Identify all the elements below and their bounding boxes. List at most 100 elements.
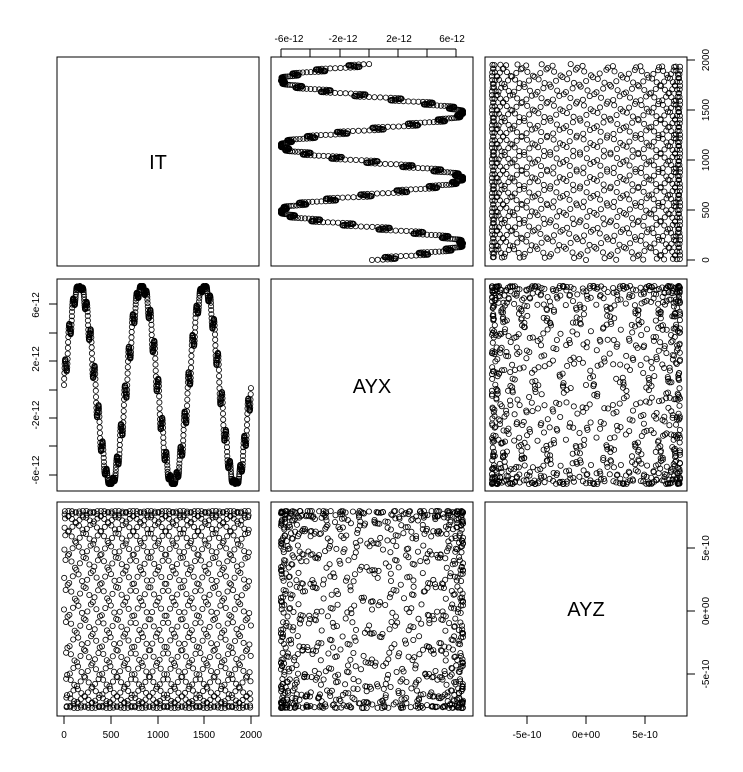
- data-point: [123, 594, 130, 601]
- data-point: [550, 436, 557, 443]
- data-point: [489, 231, 496, 238]
- data-point: [65, 339, 72, 346]
- data-point: [526, 223, 533, 230]
- data-point: [593, 470, 600, 477]
- data-point: [286, 136, 293, 143]
- data-point: [645, 192, 652, 199]
- data-point: [390, 123, 397, 130]
- data-point: [173, 535, 180, 542]
- data-point: [643, 139, 650, 146]
- data-point: [136, 595, 143, 602]
- data-point: [68, 313, 75, 320]
- data-point: [673, 199, 680, 206]
- data-point: [538, 353, 545, 360]
- data-point: [488, 391, 495, 398]
- data-point: [379, 190, 386, 197]
- data-point: [532, 243, 539, 250]
- data-point: [518, 441, 525, 448]
- data-point: [117, 696, 124, 703]
- data-point: [567, 172, 574, 179]
- data-point: [616, 207, 623, 214]
- data-point: [231, 524, 238, 531]
- data-point: [652, 86, 659, 93]
- data-point: [576, 316, 583, 323]
- data-point: [73, 566, 80, 573]
- data-point: [537, 70, 544, 77]
- data-point: [329, 219, 336, 226]
- data-point: [84, 308, 91, 315]
- data-point: [526, 294, 533, 301]
- data-point: [403, 252, 410, 259]
- data-point: [570, 298, 577, 305]
- data-point: [583, 288, 590, 295]
- data-point: [185, 705, 192, 712]
- data-point: [64, 344, 71, 351]
- data-point: [491, 238, 498, 245]
- data-point: [207, 296, 214, 303]
- data-point: [110, 696, 117, 703]
- data-point: [640, 188, 647, 195]
- data-point: [330, 194, 337, 201]
- data-point: [580, 198, 587, 205]
- data-point: [290, 136, 297, 143]
- data-point: [653, 79, 660, 86]
- data-point: [139, 685, 146, 692]
- data-point: [543, 200, 550, 207]
- data-point: [594, 224, 601, 231]
- data-point: [653, 113, 660, 120]
- data-point: [660, 432, 667, 439]
- data-point: [145, 554, 152, 561]
- data-point: [622, 245, 629, 252]
- data-point: [498, 148, 505, 155]
- data-point: [583, 155, 590, 162]
- data-point: [210, 616, 217, 623]
- data-point: [540, 215, 547, 222]
- data-point: [498, 479, 505, 486]
- data-point: [656, 398, 663, 405]
- data-point: [676, 370, 683, 377]
- data-point: [90, 369, 97, 376]
- data-point: [223, 431, 230, 438]
- data-point: [614, 471, 621, 478]
- data-point: [151, 339, 158, 346]
- data-point: [590, 192, 597, 199]
- data-point: [93, 393, 100, 400]
- data-point: [523, 96, 530, 103]
- data-point: [212, 583, 219, 590]
- data-point: [490, 201, 497, 208]
- data-point: [597, 338, 604, 345]
- data-point: [677, 356, 684, 363]
- data-point: [68, 317, 75, 324]
- data-point: [584, 426, 591, 433]
- data-point: [187, 374, 194, 381]
- data-point: [655, 134, 662, 141]
- data-point: [221, 657, 228, 664]
- data-point: [500, 452, 507, 459]
- data-point: [192, 695, 199, 702]
- data-point: [524, 68, 531, 75]
- data-point: [158, 545, 165, 552]
- data-point: [560, 380, 567, 387]
- data-point: [541, 402, 548, 409]
- data-point: [198, 532, 205, 539]
- data-point: [495, 156, 502, 163]
- data-point: [148, 331, 155, 338]
- data-point: [553, 399, 560, 406]
- data-point: [153, 662, 160, 669]
- data-point: [635, 217, 642, 224]
- data-point: [149, 640, 156, 647]
- data-point: [580, 408, 587, 415]
- data-point: [505, 88, 512, 95]
- data-point: [61, 574, 68, 581]
- data-point: [635, 448, 642, 455]
- data-point: [489, 171, 496, 178]
- data-point: [529, 369, 536, 376]
- data-point: [619, 283, 626, 290]
- data-point: [296, 69, 303, 76]
- data-point: [676, 206, 683, 213]
- data-point: [664, 108, 671, 115]
- data-point: [239, 457, 246, 464]
- data-point: [195, 613, 202, 620]
- data-point: [617, 296, 624, 303]
- data-point: [190, 573, 197, 580]
